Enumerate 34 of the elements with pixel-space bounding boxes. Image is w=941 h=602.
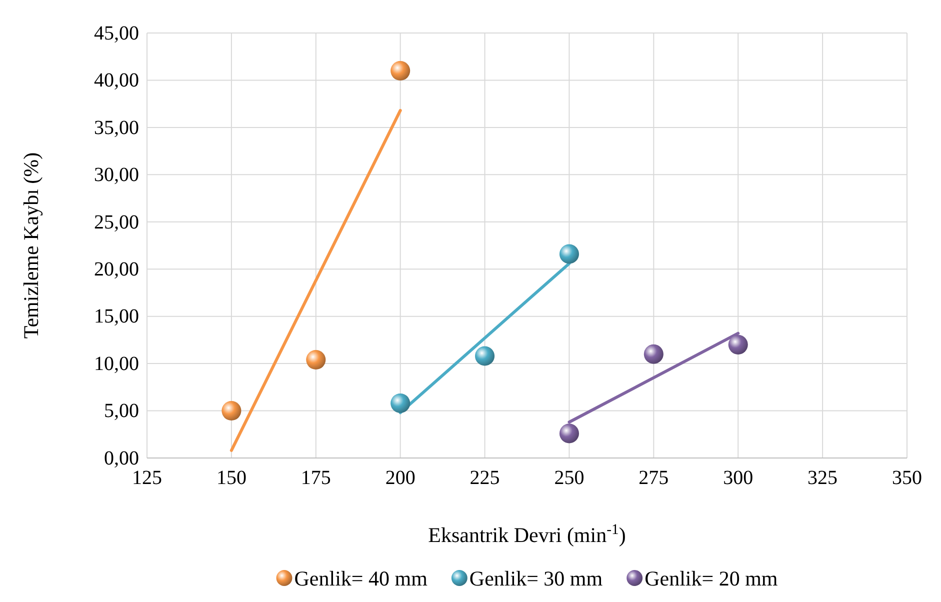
y-tick-label: 5,00 xyxy=(104,400,139,422)
x-tick-label: 325 xyxy=(808,467,838,490)
y-tick-label: 30,00 xyxy=(94,164,139,186)
x-tick-label: 225 xyxy=(470,467,500,490)
y-tick-label: 35,00 xyxy=(94,116,139,139)
point xyxy=(559,244,579,264)
point xyxy=(306,350,326,370)
y-tick-label: 10,00 xyxy=(94,352,139,375)
legend-label: Genlik= 40 mm xyxy=(294,566,428,590)
legend-label: Genlik= 20 mm xyxy=(644,566,778,590)
x-tick-label: 125 xyxy=(132,467,162,490)
y-tick-label: 0,00 xyxy=(104,447,139,470)
y-tick-label: 25,00 xyxy=(94,211,139,234)
point xyxy=(728,334,748,354)
point xyxy=(222,401,242,421)
x-tick-label: 250 xyxy=(554,467,584,490)
x-tick-label: 275 xyxy=(638,467,669,490)
y-axis-title: Temizleme Kaybı (%) xyxy=(19,152,43,339)
point xyxy=(644,344,664,364)
y-tick-label: 45,00 xyxy=(94,22,139,44)
x-tick-label: 200 xyxy=(385,467,416,490)
x-tick-label: 350 xyxy=(892,467,922,490)
y-tick-label: 20,00 xyxy=(94,258,139,281)
legend-label: Genlik= 30 mm xyxy=(469,566,603,590)
point xyxy=(559,424,579,444)
x-tick-label: 175 xyxy=(300,467,331,490)
x-tick-label: 300 xyxy=(723,467,754,490)
y-tick-label: 15,00 xyxy=(94,306,139,328)
x-axis-title: Eksantrik Devri (min$^{-1}$) xyxy=(428,522,626,547)
point xyxy=(390,61,410,81)
point xyxy=(390,393,410,413)
point xyxy=(475,346,495,366)
y-tick-label: 40,00 xyxy=(94,70,139,92)
x-tick-label: 150 xyxy=(216,467,246,490)
